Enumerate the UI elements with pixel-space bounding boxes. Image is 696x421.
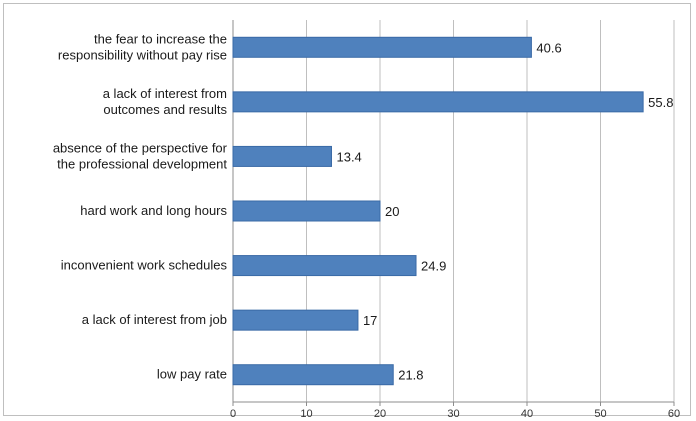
category-label-line: absence of the perspective for [53, 140, 228, 155]
x-tick-label: 20 [374, 408, 386, 417]
category-label-line: the fear to increase the [94, 31, 227, 46]
x-tick-label: 30 [447, 408, 459, 417]
category-label-line: inconvenient work schedules [61, 258, 228, 273]
category-label: the fear to increase the responsibility w… [58, 31, 227, 62]
bar [232, 91, 644, 113]
data-label: 24.9 [421, 259, 446, 274]
data-label: 17 [363, 313, 377, 328]
category-labels: the fear to increase the responsibility w… [53, 31, 228, 381]
category-label: absence of the perspective for the profes… [53, 140, 228, 171]
data-label: 21.8 [398, 368, 423, 383]
data-label: 13.4 [336, 149, 361, 164]
category-label-line: outcomes and results [103, 102, 227, 117]
bar [232, 255, 417, 277]
category-label: inconvenient work schedules [61, 258, 228, 273]
bar-chart: 40.6 55.8 13.4 20 24.9 17 21.8 the fear to inc… [53, 20, 680, 417]
bars: 40.6 55.8 13.4 20 24.9 17 21.8 [232, 36, 673, 386]
bar [232, 200, 381, 222]
bar [232, 145, 332, 167]
bar [232, 309, 359, 331]
data-label: 20 [385, 204, 399, 219]
category-label-line: a lack of interest from [103, 86, 227, 101]
x-tick-label: 10 [300, 408, 312, 417]
x-tick-label: 60 [668, 408, 680, 417]
category-label-line: responsibility without pay rise [58, 47, 227, 62]
x-tick-label: 0 [230, 408, 236, 417]
data-label: 40.6 [536, 40, 561, 55]
x-tick-label: 40 [521, 408, 533, 417]
category-label-line: low pay rate [157, 367, 227, 382]
category-label: low pay rate [157, 367, 227, 382]
category-label-line: the professional development [57, 156, 227, 171]
category-label: hard work and long hours [80, 203, 227, 218]
category-label: a lack of interest from outcomes and resu… [103, 86, 228, 117]
bar [232, 364, 394, 386]
category-label-line: hard work and long hours [80, 203, 227, 218]
x-axis-ticks: 0 10 20 30 40 50 60 [230, 402, 680, 417]
category-label: a lack of interest from job [82, 312, 227, 327]
x-tick-label: 50 [594, 408, 606, 417]
bar [232, 36, 532, 58]
data-label: 55.8 [648, 95, 673, 110]
chart-frame: 40.6 55.8 13.4 20 24.9 17 21.8 the fear to inc… [3, 3, 691, 417]
category-label-line: a lack of interest from job [82, 312, 227, 327]
